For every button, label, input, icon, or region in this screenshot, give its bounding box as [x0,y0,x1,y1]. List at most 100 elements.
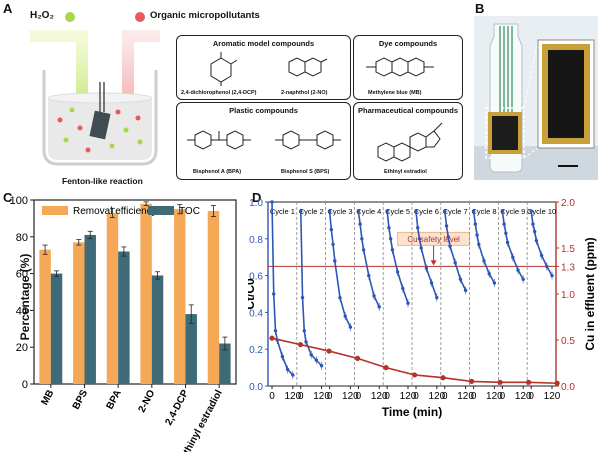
ct-point [358,222,362,226]
cycle-label: Cycle 7 [443,207,468,216]
plot-frame [33,199,237,385]
aromatic-title: Aromatic model compounds [212,39,315,48]
bar-toc [219,343,231,384]
x-tick-label: 120 [284,391,301,402]
plastic-title: Plastic compounds [229,106,298,115]
ct-point [360,237,364,241]
aromatic-box: Aromatic model compounds 2,4-dichlorophe… [176,35,351,100]
x-tick-label: 2-NO [137,388,158,414]
ct-point [444,224,449,228]
x-tick-label: 0 [269,391,275,402]
particles [57,107,143,153]
ct-point [463,288,468,293]
bar-toc [50,273,63,384]
x-tick-label: 120 [486,391,503,402]
ethinyl-structure [377,122,443,162]
ct-line [357,211,380,308]
x-tick-label: 120 [544,391,561,402]
x-tick-label: 120 [428,391,445,402]
ct-point [367,273,371,278]
pharma-title: Pharmaceutical compounds [357,106,459,115]
plastic-box: Plastic compounds Bisphenol A (BPA) Bisp… [176,102,351,180]
cu-point [497,379,503,385]
dye-box: Dye compounds Methylene blue (MB) [353,35,463,100]
x-tick-label: 0 [356,391,362,402]
x-tick-label: 120 [400,391,417,402]
cycle-label: Cycle 5 [385,207,410,216]
ct-point [487,272,491,276]
dcp-structure [210,52,238,86]
ct-point [348,325,353,329]
ct-point [531,222,535,226]
naphthol-caption: 2-naphthol (2-NO) [281,90,328,96]
threshold-label: Cu safety level [407,235,460,244]
ct-point [482,259,486,263]
panel-label-c: C [3,190,13,205]
y-left-tick-label: 0.2 [249,345,263,356]
cu-point [326,348,332,354]
cycle-label: Cycle 9 [500,207,525,216]
ct-point [529,209,533,213]
bar-removal [174,209,186,384]
ct-point [333,259,337,263]
cu-point [411,372,418,378]
y-right-title: Cu in effluent (ppm) [583,237,597,350]
ct-point [372,294,376,298]
x-tick-label: 0 [442,391,448,402]
x-tick-label: 0 [327,391,333,402]
ct-point [280,354,285,359]
cu-point [297,342,304,348]
bps-caption: Bisphenol S (BPS) [281,169,330,175]
ct-point [539,253,544,258]
bpa-caption: Bisphenol A (BPA) [193,169,242,175]
cu-point [526,379,532,385]
cycle-label: Cycle 2 [299,207,324,216]
ct-point [516,268,520,272]
ct-line [472,211,496,284]
ct-point [448,244,452,248]
y-right-tick-label: 1.5 [561,244,575,255]
y-tick-label: 0 [22,379,28,391]
cycle-label: Cycle 6 [414,207,439,216]
pollutant-dot [135,12,145,22]
x-tick-label: 120 [371,391,388,402]
x-tick-label: 120 [457,391,474,402]
y-right-tick-label: 0.0 [561,382,575,393]
ct-point [390,248,395,252]
x-tick-label: BPA [105,388,124,411]
legend-swatch [148,206,174,215]
bar-removal [140,203,152,384]
ct-point [395,270,400,274]
pollutant-label: Organic micropollutants [150,10,260,21]
y-left-tick-label: 0.4 [249,308,263,319]
naphthol-structure [288,57,328,77]
ct-point [417,237,422,241]
cu-point [440,375,446,381]
ct-point [300,295,305,300]
ct-point [314,358,319,362]
ct-point [473,222,478,226]
ct-point [343,314,347,318]
bar-toc [185,314,197,384]
y-tick-label: 60 [16,269,28,281]
ct-point [270,200,274,204]
ct-point [304,340,308,344]
legend-swatch [42,206,68,215]
mb-structure [366,57,434,77]
ct-line [386,211,409,304]
x-tick-label: 0 [413,391,419,402]
cycle-label: Cycle 3 [327,207,352,216]
ct-point [401,286,405,291]
y-tick-label: 100 [10,195,28,207]
ct-point [356,209,361,213]
ct-line [444,211,467,291]
ct-point [429,281,434,285]
ct-point [502,222,506,226]
ct-point [521,277,525,281]
mb-caption: Methylene blue (MB) [368,90,422,96]
ct-point [492,281,497,285]
x-axis-title: Time (min) [382,405,442,419]
x-tick-label: 120 [313,391,330,402]
x-tick-label: 120 [515,391,532,402]
ct-point [446,235,450,239]
